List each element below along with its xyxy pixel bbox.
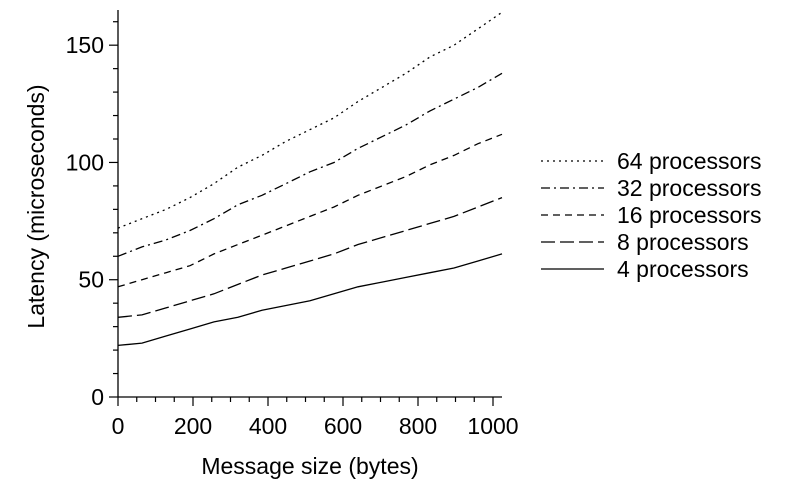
legend-label: 32 processors	[617, 175, 761, 201]
axes	[117, 10, 502, 398]
series-line-32-processors	[117, 72, 503, 257]
x-tick-label: 600	[324, 413, 362, 439]
y-axis-title: Latency (microseconds)	[23, 84, 49, 328]
y-tick-label: 50	[78, 267, 104, 293]
series-line-8-processors	[117, 196, 503, 318]
legend-label: 16 processors	[617, 202, 761, 228]
series-line-16-processors	[117, 133, 503, 288]
x-tick-label: 1000	[467, 413, 518, 439]
legend-label: 64 processors	[617, 148, 761, 174]
series-line-64-processors	[117, 11, 503, 229]
x-tick-label: 400	[249, 413, 287, 439]
y-tick-label: 150	[66, 32, 104, 58]
x-axis-title: Message size (bytes)	[201, 453, 418, 479]
series-lines	[117, 11, 503, 347]
legend-label: 4 processors	[617, 256, 749, 282]
x-tick-label: 200	[174, 413, 212, 439]
x-tick-label: 0	[112, 413, 125, 439]
y-tick-label: 0	[91, 384, 104, 410]
axis-ticks	[109, 21, 494, 406]
y-tick-label: 100	[66, 149, 104, 175]
legend-label: 8 processors	[617, 229, 749, 255]
series-line-4-processors	[117, 253, 503, 347]
axis-tick-labels: 0 50 100 150 0 200 400 600 800 1000	[66, 32, 519, 439]
x-tick-label: 800	[399, 413, 437, 439]
